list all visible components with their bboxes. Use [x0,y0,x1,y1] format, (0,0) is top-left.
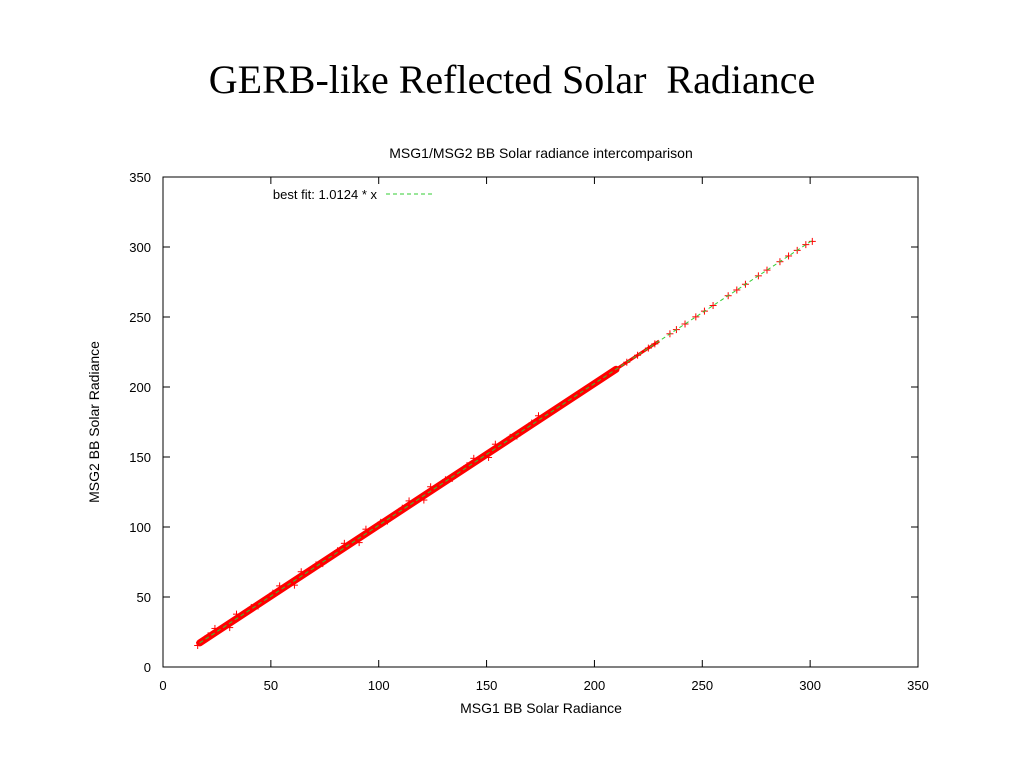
scatter-point [204,632,212,640]
axis-ticks: 0 50 100 150 200 250 300 350 0 50 100 150 200 250 300 3… [129,170,929,693]
scatter-point [427,483,435,491]
scatter-point [384,517,391,525]
scatter-point [651,340,659,348]
scatter-point [405,497,413,505]
scatter-point [362,525,370,533]
scatter-point [785,252,793,260]
legend: best fit: 1.0124 * x [273,187,435,202]
x-tick-label: 200 [584,678,606,693]
x-axis-label: MSG1 BB Solar Radiance [460,700,622,716]
scatter-point [420,496,428,504]
scatter-point [569,394,577,402]
scatter-point [485,453,493,461]
scatter-point [448,474,456,482]
x-tick-label: 300 [799,678,821,693]
scatter-point [733,286,741,294]
scatter-point [319,560,327,568]
x-tick-label: 100 [368,678,390,693]
scatter-point [211,624,219,632]
scatter-point [297,568,305,576]
slide-title: GERB-like Reflected Solar Radiance [208,57,816,102]
scatter-point [226,624,234,632]
y-tick-label: 350 [129,170,151,185]
best-fit-line [199,239,813,644]
scatter-point [355,539,363,547]
y-tick-label: 250 [129,310,151,325]
scatter-point [763,266,771,274]
chart-title: MSG1/MSG2 BB Solar radiance intercompari… [389,145,692,161]
y-tick-label: 200 [129,380,151,395]
y-tick-label: 100 [129,520,151,535]
scatter-point [340,539,348,547]
scatter-points [194,237,816,649]
scatter-point [681,320,689,328]
x-tick-label: 350 [907,678,929,693]
y-tick-label: 150 [129,450,151,465]
scatter-point [194,642,202,649]
scatter-point [233,610,240,618]
legend-label: best fit: 1.0124 * x [273,187,378,202]
y-tick-label: 300 [129,240,151,255]
scatter-point [802,241,810,249]
y-tick-label: 0 [144,660,151,675]
x-tick-label: 50 [264,678,278,693]
x-tick-label: 250 [691,678,713,693]
plot-area-border [162,176,919,668]
scatter-point [470,454,478,462]
best-fit-line-group [199,239,813,644]
scatter-point [334,547,342,555]
plot-frame [162,176,919,668]
scatter-point [290,581,298,589]
scatter-point [692,313,700,321]
scatter-point [269,589,277,597]
scatter-point [709,302,717,310]
y-axis-label: MSG2 BB Solar Radiance [86,341,102,503]
scatter-point [580,387,588,394]
scatter-point [558,401,566,409]
scatter-point [644,344,652,352]
y-tick-label: 50 [137,590,151,605]
scatter-point [513,432,521,440]
scatter-point [634,351,642,359]
scatter-point [491,440,499,448]
scatter-point [535,412,542,420]
x-tick-label: 150 [476,678,498,693]
scatter-point [276,582,284,590]
scatter-point [254,602,262,610]
x-tick-label: 0 [159,678,166,693]
